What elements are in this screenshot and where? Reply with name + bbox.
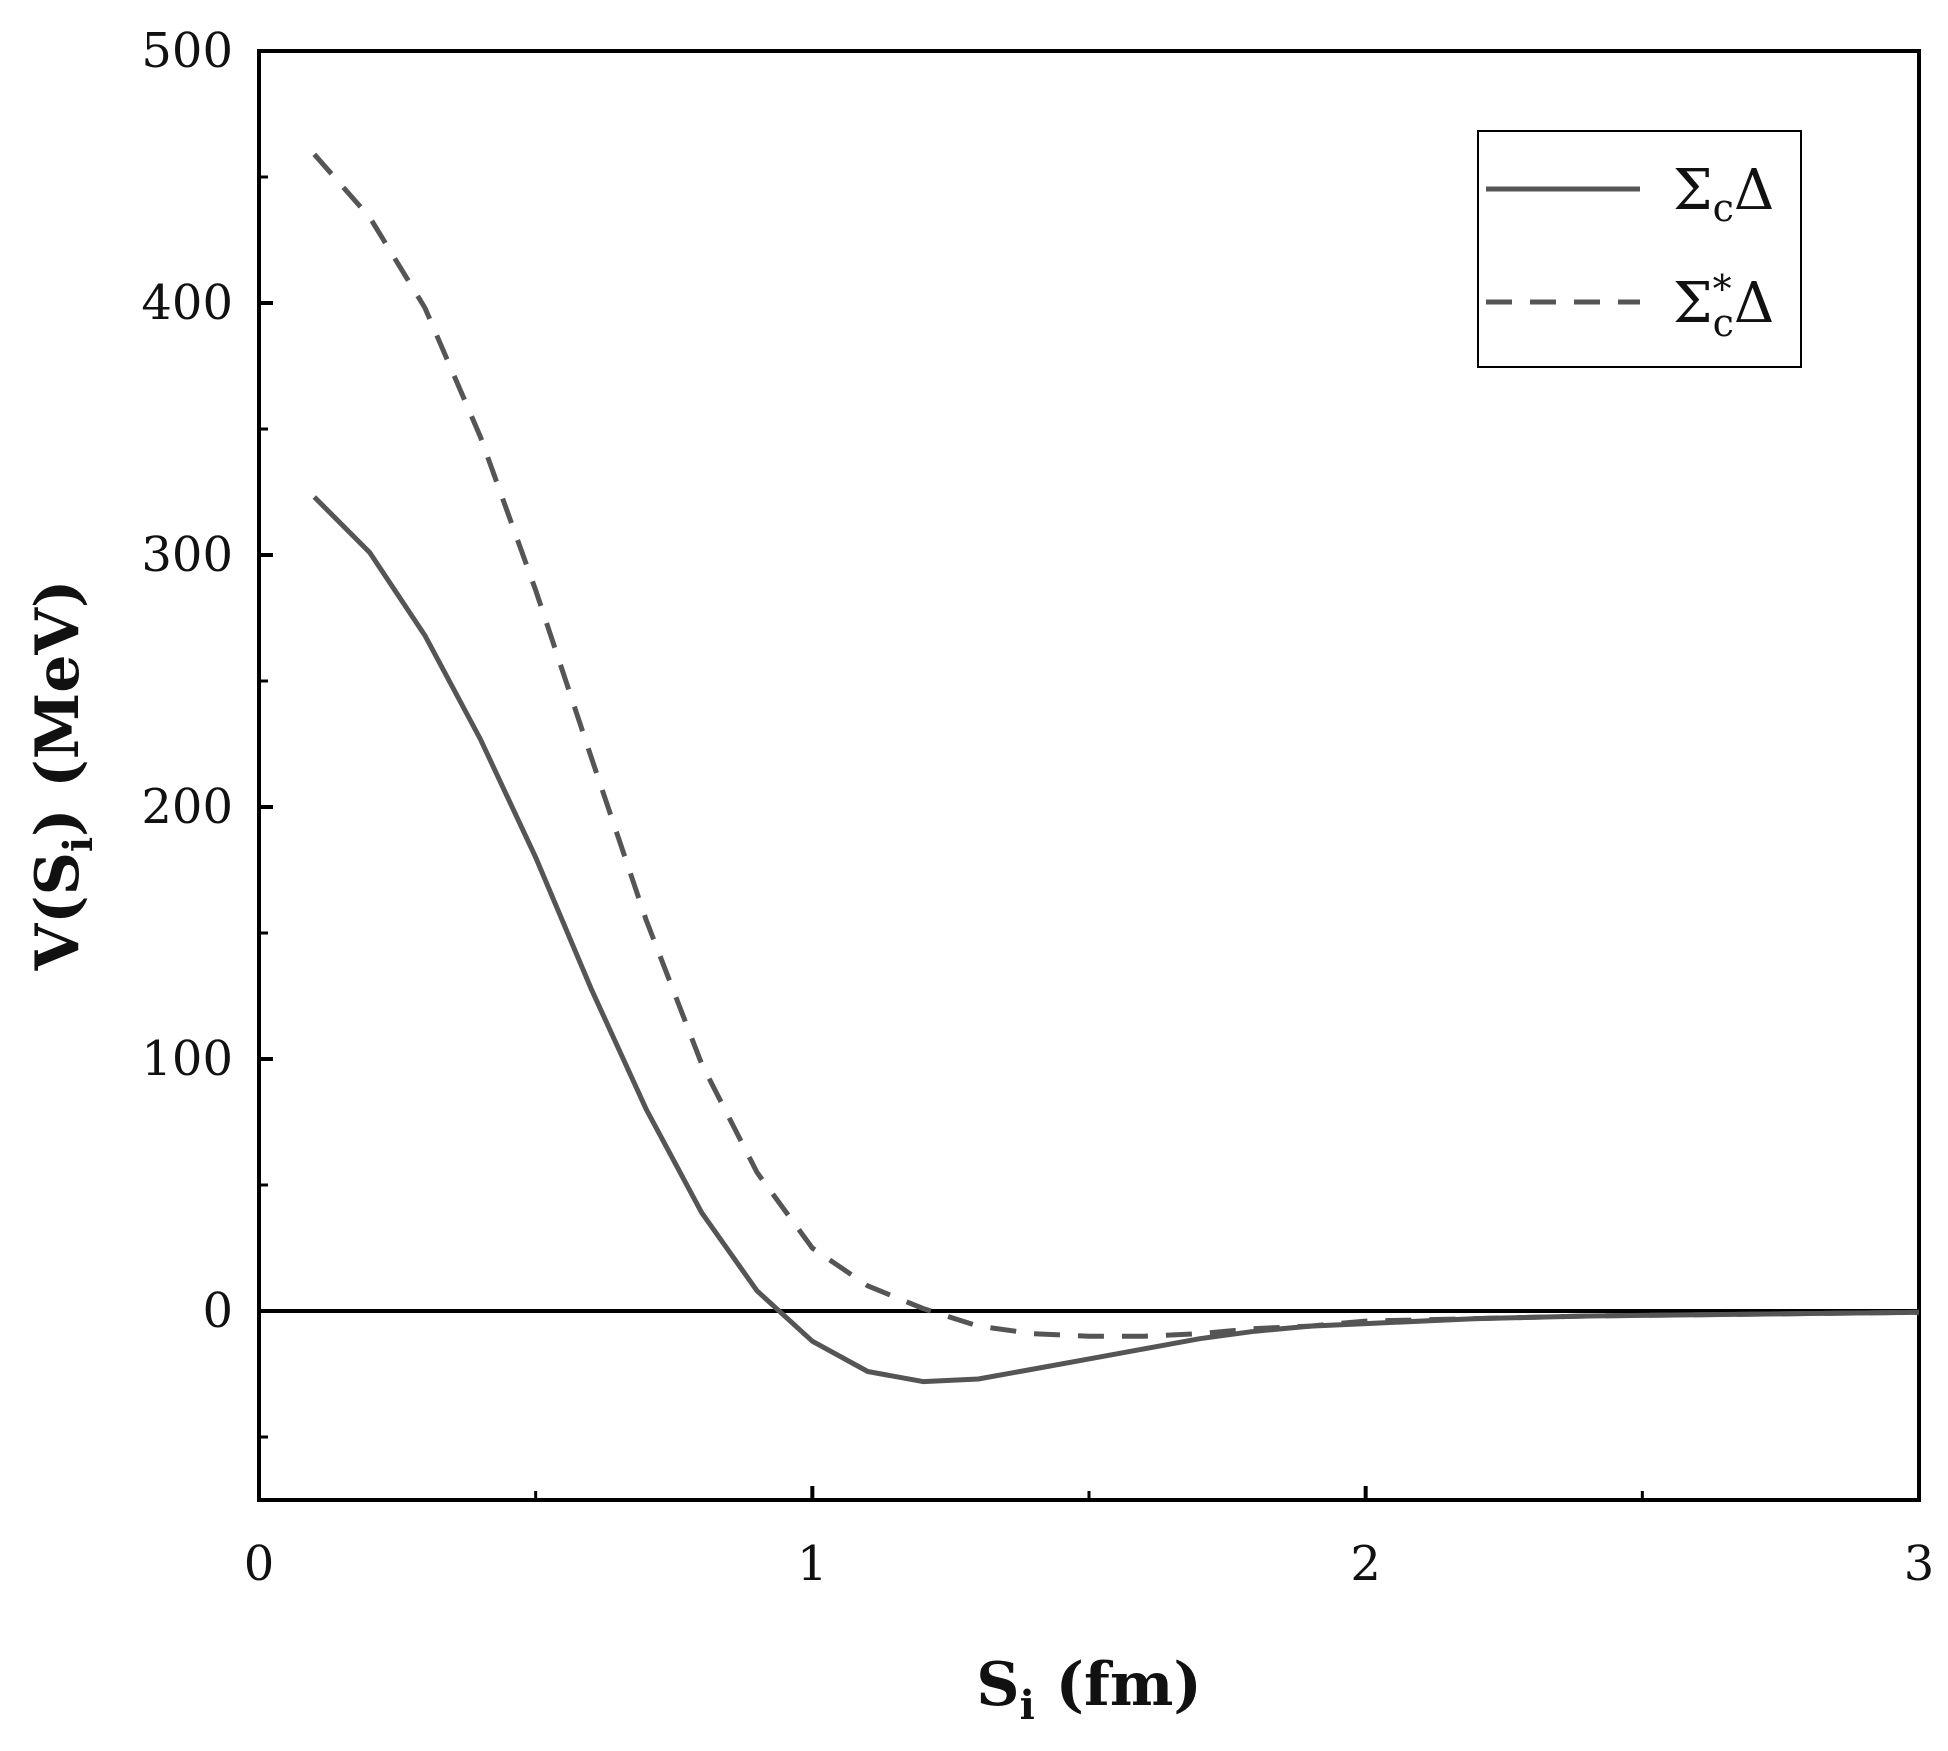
x-tick-label: 1 xyxy=(797,1536,828,1592)
tick-labels: 0 1 2 3 0 100 200 300 400 500 xyxy=(141,23,1934,1592)
y-tick-label: 400 xyxy=(141,275,233,331)
legend-entry-2-tail: Δ xyxy=(1734,271,1774,336)
series-lines xyxy=(312,152,1920,1385)
legend-entry-1: ΣcΔ xyxy=(1673,158,1774,230)
x-axis-label-rest: (fm) xyxy=(1035,1650,1202,1720)
x-tick-label: 0 xyxy=(244,1536,275,1592)
legend-entry-2-main: Σ xyxy=(1673,271,1713,336)
y-tick-label: 500 xyxy=(141,23,233,79)
legend-entry-1-sub: c xyxy=(1713,186,1734,230)
tick-marks xyxy=(257,49,1921,1500)
y-tick-label: 300 xyxy=(141,527,233,583)
legend-entry-2: Σ* cΔ xyxy=(1673,267,1774,345)
x-tick-label: 2 xyxy=(1350,1536,1381,1592)
legend-entry-1-main: Σ xyxy=(1673,158,1713,223)
x-axis-label: Si (fm) xyxy=(976,1650,1202,1729)
y-tick-label: 0 xyxy=(202,1283,233,1339)
legend: ΣcΔ Σ* cΔ xyxy=(1477,130,1802,368)
y-axis-label-post: ) (MeV) xyxy=(23,580,93,837)
series-line-2 xyxy=(312,152,1920,1339)
y-tick-label: 200 xyxy=(141,779,233,835)
y-axis-label: V(Si) (MeV) xyxy=(23,580,102,972)
legend-entry-2-sub: c xyxy=(1713,301,1734,345)
y-tick-label: 100 xyxy=(141,1031,233,1087)
x-axis-label-sub: i xyxy=(1020,1682,1035,1729)
legend-entry-2-sup: * xyxy=(1713,267,1732,311)
y-axis-label-sub: i xyxy=(55,837,102,852)
legend-box xyxy=(1477,130,1802,368)
series-line-1 xyxy=(312,495,1920,1385)
x-axis-label-base: S xyxy=(976,1650,1019,1720)
legend-entry-1-tail: Δ xyxy=(1734,158,1774,223)
x-tick-label: 3 xyxy=(1904,1536,1935,1592)
y-axis-label-pre: V(S xyxy=(23,852,93,971)
